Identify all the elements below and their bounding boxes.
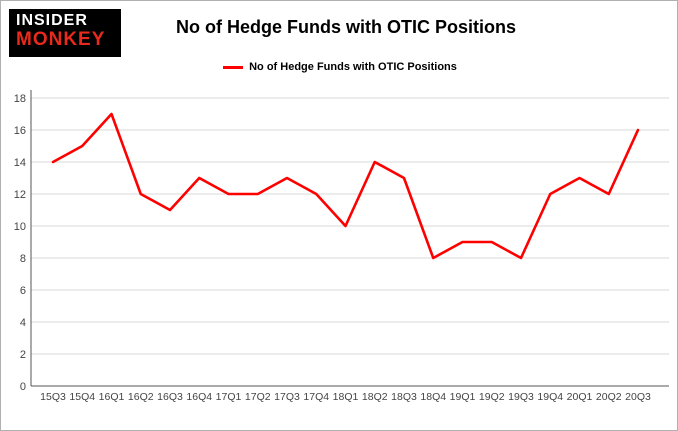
- x-tick-label: 15Q4: [69, 391, 95, 403]
- y-tick-label: 16: [14, 125, 26, 137]
- x-tick-label: 17Q1: [216, 391, 242, 403]
- y-tick-label: 18: [14, 93, 26, 105]
- x-tick-label: 18Q3: [391, 391, 417, 403]
- y-tick-label: 6: [20, 285, 26, 297]
- data-series-line: [51, 112, 640, 260]
- chart-legend: No of Hedge Funds with OTIC Positions: [1, 61, 677, 73]
- y-tick-label: 0: [20, 381, 26, 393]
- y-tick-label: 10: [14, 221, 26, 233]
- y-tick-label: 8: [20, 253, 26, 265]
- x-tick-label: 16Q2: [128, 391, 154, 403]
- x-tick-label: 16Q1: [99, 391, 125, 403]
- x-tick-label: 16Q3: [157, 391, 183, 403]
- x-tick-label: 20Q3: [625, 391, 651, 403]
- x-tick-label: 19Q4: [537, 391, 563, 403]
- x-tick-label: 16Q4: [186, 391, 212, 403]
- x-tick-label: 18Q2: [362, 391, 388, 403]
- x-tick-label: 18Q4: [420, 391, 446, 403]
- chart-title: No of Hedge Funds with OTIC Positions: [176, 17, 516, 37]
- y-tick-label: 14: [14, 157, 26, 169]
- logo-text-monkey: MONKEY: [16, 28, 106, 50]
- x-tick-label: 17Q4: [303, 391, 329, 403]
- x-tick-label: 19Q1: [450, 391, 476, 403]
- x-tick-label: 20Q2: [596, 391, 622, 403]
- insider-monkey-logo: INSIDER MONKEY: [9, 9, 121, 57]
- x-tick-label: 17Q3: [274, 391, 300, 403]
- x-tick-label: 18Q1: [333, 391, 359, 403]
- x-tick-label: 17Q2: [245, 391, 271, 403]
- x-tick-label: 19Q3: [508, 391, 534, 403]
- y-tick-label: 4: [20, 317, 26, 329]
- x-tick-label: 19Q2: [479, 391, 505, 403]
- legend-label: No of Hedge Funds with OTIC Positions: [249, 61, 457, 73]
- y-tick-label: 2: [20, 349, 26, 361]
- logo-text-insider: INSIDER: [16, 12, 88, 29]
- x-tick-label: 20Q1: [567, 391, 593, 403]
- legend-line-icon: [223, 65, 244, 69]
- x-tick-label: 15Q3: [40, 391, 66, 403]
- y-tick-label: 12: [14, 189, 26, 201]
